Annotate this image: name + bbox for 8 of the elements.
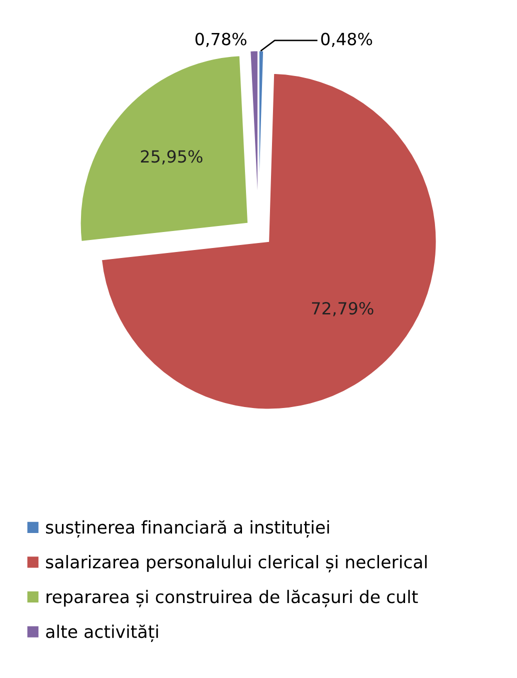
legend-label: susținerea financiară a instituției bbox=[46, 520, 329, 538]
data-label: 72,79% bbox=[312, 302, 374, 316]
data-label: 0,48% bbox=[321, 32, 372, 48]
legend-label: alte activități bbox=[46, 624, 158, 642]
legend-label: repararea și construirea de lăcașuri de cult bbox=[46, 590, 418, 608]
legend-label: salarizarea personalului clerical și neclerical bbox=[46, 555, 427, 572]
data-label: 25,95% bbox=[140, 150, 202, 164]
data-label: 0,78% bbox=[195, 32, 246, 48]
